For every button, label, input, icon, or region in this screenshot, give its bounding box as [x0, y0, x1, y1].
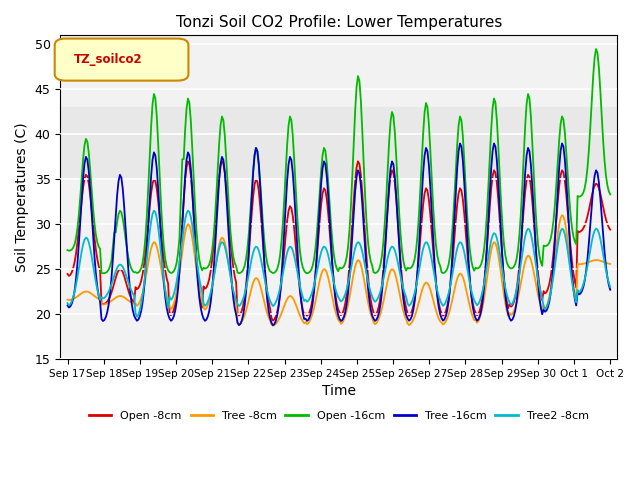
Bar [60, 107, 618, 179]
X-axis label: Time: Time [322, 384, 356, 398]
Text: TZ_soilco2: TZ_soilco2 [74, 53, 143, 66]
FancyBboxPatch shape [54, 38, 188, 81]
Legend: Open -8cm, Tree -8cm, Open -16cm, Tree -16cm, Tree2 -8cm: Open -8cm, Tree -8cm, Open -16cm, Tree -… [84, 407, 593, 425]
Title: Tonzi Soil CO2 Profile: Lower Temperatures: Tonzi Soil CO2 Profile: Lower Temperatur… [175, 15, 502, 30]
Y-axis label: Soil Temperatures (C): Soil Temperatures (C) [15, 122, 29, 272]
